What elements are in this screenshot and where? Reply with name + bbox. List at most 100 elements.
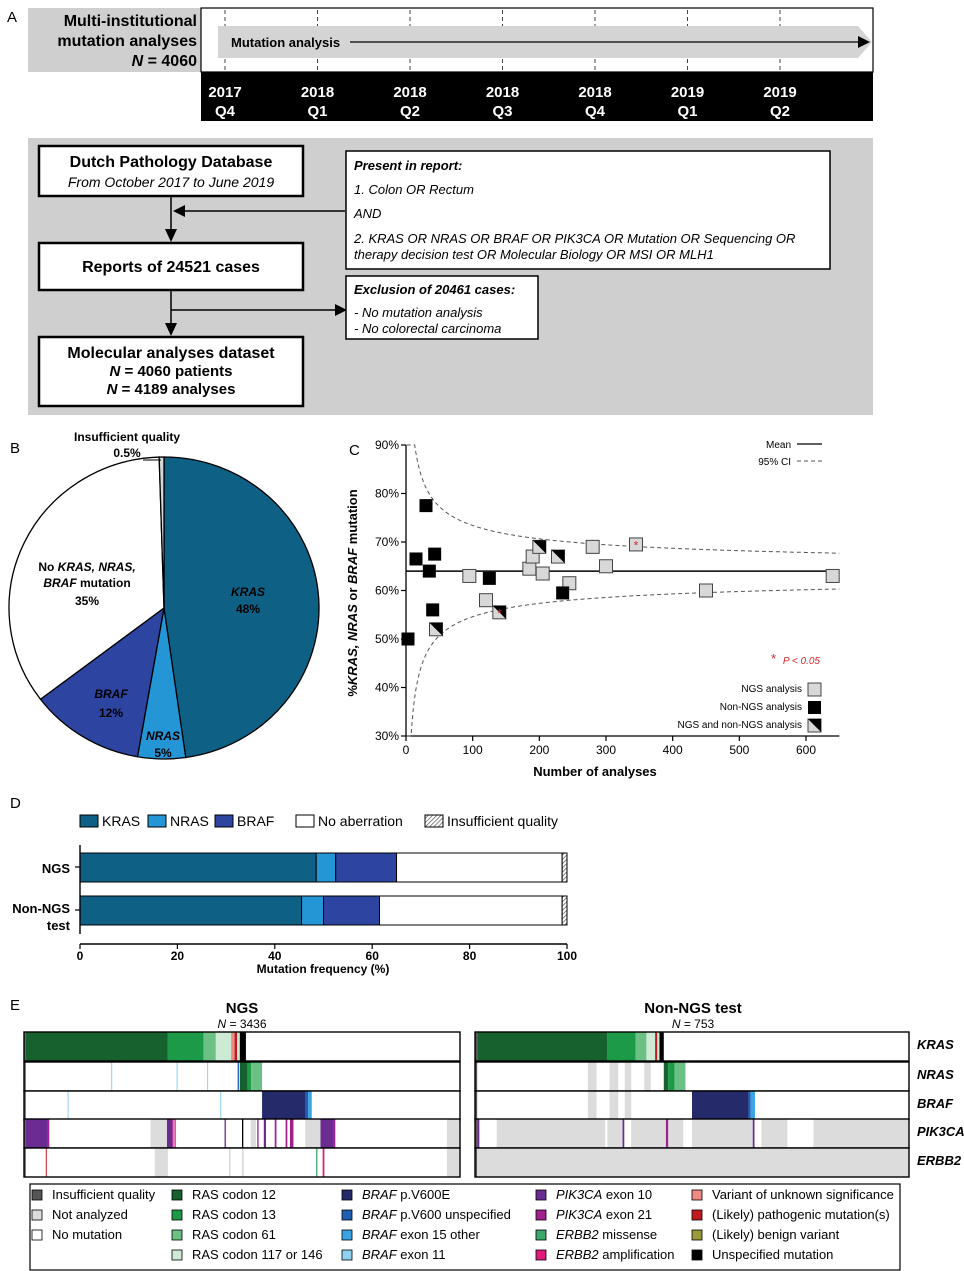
db-title: Dutch Pathology Database <box>70 154 273 171</box>
oncoprint-cell <box>631 1119 684 1148</box>
panel-c-label: C <box>349 442 360 459</box>
scatter-x-tick-label: 600 <box>796 743 816 757</box>
oncoprint-non-ngs-panel <box>474 1031 910 1178</box>
timeline-year: 2017 <box>208 84 241 101</box>
timeline-quarter: Q1 <box>677 103 697 120</box>
bar-row-non-1: Non-NGS <box>12 901 70 916</box>
timeline-quarter: Q3 <box>492 103 512 120</box>
oncoprint-cell <box>167 1119 173 1148</box>
pie-slice-insufficient <box>158 456 165 609</box>
oncoprint-cell <box>316 1119 321 1148</box>
bar-legend-label: Insufficient quality <box>447 813 558 829</box>
bar-x-tick-label: 100 <box>557 949 577 963</box>
bar-segment-insufficient-quality <box>561 895 568 926</box>
oncoprint-cell <box>446 1119 460 1148</box>
legend-swatch <box>535 1229 547 1241</box>
oncoprint-cell <box>446 1148 460 1177</box>
scatter-y-tick-label: 60% <box>375 584 399 598</box>
mixed-point-fill <box>532 540 546 554</box>
oncoprint-cell <box>111 1062 113 1091</box>
oncoprint-cell <box>224 1119 226 1148</box>
oncoprint-row-frame <box>474 1147 910 1178</box>
scatter-x-tick-label: 300 <box>596 743 616 757</box>
oncoprint-non-title: Non-NGS test <box>644 1000 742 1017</box>
bar-x-label: Mutation frequency (%) <box>257 962 390 976</box>
non-ngs-point <box>419 499 433 513</box>
scatter-y-tick-label: 30% <box>375 729 399 743</box>
non-ngs-point <box>428 547 442 561</box>
pie-pct-none: 35% <box>75 594 99 608</box>
mixed-point <box>429 622 443 637</box>
title-n: N = 4060 <box>132 53 197 70</box>
oncoprint-cell <box>24 1119 26 1148</box>
oncoprint-row-frame <box>23 1147 461 1178</box>
oncoprint-cell <box>496 1119 606 1148</box>
panel-a-label: A <box>7 9 17 26</box>
inclusion-criterion-2a: 2. KRAS OR NRAS OR BRAF OR PIK3CA OR Mut… <box>353 231 795 246</box>
panel-b: B Insufficient quality 0.5% No KRAS, NRA… <box>8 430 320 760</box>
oncoprint-cell <box>250 1119 256 1148</box>
legend-swatch <box>691 1249 703 1261</box>
pie-pct-insufficient: 0.5% <box>113 446 141 460</box>
bar-x-tick-label: 20 <box>171 949 185 963</box>
legend-swatch <box>341 1189 353 1201</box>
oncoprint-cell <box>659 1032 664 1061</box>
oncoprint-legend: Insufficient quality Not analyzed No mutat… <box>31 1187 894 1262</box>
oncoprint-cell <box>646 1032 656 1061</box>
oncoprint-cell <box>150 1119 168 1148</box>
legend-label: RAS codon 13 <box>192 1207 276 1222</box>
inclusion-criterion-2b: therapy decision test OR Molecular Biolo… <box>354 247 714 262</box>
legend-label: RAS codon 61 <box>192 1227 276 1242</box>
flow-arrowhead-1 <box>165 229 177 242</box>
mixed-point <box>532 539 547 554</box>
bar-legend-label: BRAF <box>237 813 274 829</box>
bar-segment-braf <box>323 895 381 926</box>
inclusion-box <box>345 150 831 270</box>
gene-label-kras: KRAS <box>917 1037 954 1052</box>
pie-label-none-2: BRAF mutation <box>43 576 130 590</box>
legend-swatch <box>535 1209 547 1221</box>
legend-both-label: NGS and non-NGS analysis <box>677 720 802 731</box>
oncoprint-cell <box>624 1091 632 1120</box>
scatter-x-label: Number of analyses <box>533 764 657 779</box>
oncoprint-cell <box>477 1148 909 1177</box>
bar-segment-nras <box>315 852 337 883</box>
dataset-box <box>37 335 305 408</box>
bar-segment-no-aberration <box>379 895 563 926</box>
analysis-arrowhead <box>858 36 870 48</box>
title-banner <box>28 8 201 72</box>
oncoprint-cell <box>167 1032 204 1061</box>
scatter-x-tick-label: 400 <box>663 743 683 757</box>
bar-x-tick-label: 80 <box>463 949 477 963</box>
legend-label: RAS codon 117 or 146 <box>192 1247 323 1262</box>
timeline-labels: 2017 Q4 2018 Q1 2018 Q2 2018 Q3 2018 Q4 2019 Q1 2019… <box>208 84 796 120</box>
bar-legend-label: KRAS <box>102 813 140 829</box>
oncoprint-cell <box>305 1119 319 1148</box>
non-ngs-point <box>401 632 415 646</box>
legend-swatch <box>535 1249 547 1261</box>
oncoprint-cell <box>263 1119 266 1148</box>
legend-both-marker <box>807 718 822 733</box>
timeline-quarter: Q4 <box>215 103 236 120</box>
legend-label: ERBB2 missense <box>556 1227 657 1242</box>
oncoprint-cell <box>333 1119 336 1148</box>
ngs-point <box>535 566 550 581</box>
db-box <box>37 144 305 198</box>
ngs-point <box>825 568 840 583</box>
gene-labels: KRAS NRAS BRAF PIK3CA ERBB2 <box>917 1037 964 1168</box>
timeline-bar <box>201 72 873 121</box>
oncoprint-cell <box>242 1148 244 1177</box>
oncoprint-cell <box>477 1032 608 1061</box>
panel-d-label: D <box>10 795 21 812</box>
oncoprint-cell <box>239 1062 248 1091</box>
bar-segment-no-aberration <box>396 852 563 883</box>
non-ngs-point <box>426 603 440 617</box>
bar-legend-label: NRAS <box>170 813 209 829</box>
oncoprint-cell <box>215 1032 232 1061</box>
legend-swatch <box>31 1209 43 1221</box>
bar-legend-label: No aberration <box>318 813 403 829</box>
oncoprint-cell <box>220 1091 222 1120</box>
oncoprint-cell <box>475 1032 478 1061</box>
timeline-quarter: Q2 <box>400 103 420 120</box>
reports-label: Reports of 24521 cases <box>82 259 260 276</box>
